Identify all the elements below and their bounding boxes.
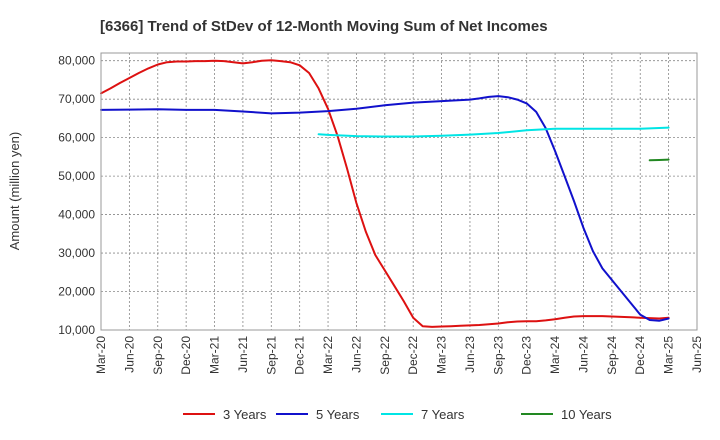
x-tick-label: Mar-20	[94, 336, 108, 374]
legend-item: 10 Years	[521, 407, 612, 422]
y-tick-label: 60,000	[58, 131, 95, 145]
x-tick-label: Dec-23	[520, 336, 534, 375]
x-tick-label: Sep-22	[378, 336, 392, 375]
y-tick-label: 40,000	[58, 208, 95, 222]
y-tick-label: 50,000	[58, 169, 95, 183]
legend: 3 Years 5 Years 7 Years 10 Years	[183, 407, 612, 422]
legend-label: 7 Years	[421, 407, 465, 422]
x-tick-label: Mar-23	[435, 336, 449, 374]
x-tick-label: Dec-24	[633, 336, 647, 375]
x-tick-label: Jun-25	[690, 336, 704, 373]
x-tick-labels: Mar-20 Jun-20 Sep-20 Dec-20 Mar-21 Jun-21 Sep-…	[94, 336, 704, 375]
series-line-10-years	[648, 158, 670, 162]
chart-title: [6366] Trend of StDev of 12-Month Moving…	[100, 18, 548, 35]
legend-label: 10 Years	[561, 407, 612, 422]
x-tick-label: Sep-24	[605, 336, 619, 375]
legend-label: 5 Years	[316, 407, 360, 422]
x-tick-label: Dec-20	[179, 336, 193, 375]
x-tick-label: Jun-23	[463, 336, 477, 373]
legend-item: 3 Years	[183, 407, 267, 422]
x-tick-label: Mar-25	[662, 336, 676, 374]
x-tick-label: Sep-23	[491, 336, 505, 375]
y-tick-label: 20,000	[58, 285, 95, 299]
y-tick-label: 30,000	[58, 246, 95, 260]
x-tick-label: Jun-22	[349, 336, 363, 373]
legend-label: 3 Years	[223, 407, 267, 422]
plot-frame	[100, 52, 698, 331]
x-tick-label: Sep-20	[151, 336, 165, 375]
x-tick-label: Mar-21	[208, 336, 222, 374]
x-tick-label: Sep-21	[264, 336, 278, 375]
y-tick-label: 70,000	[58, 92, 95, 106]
y-tick-labels: 10,000 20,000 30,000 40,000 50,000 60,000 70,0…	[58, 54, 95, 337]
grid-lines	[100, 53, 698, 331]
y-axis-label: Amount (million yen)	[7, 132, 22, 251]
x-tick-label: Jun-24	[576, 336, 590, 373]
x-tick-label: Jun-20	[122, 336, 136, 373]
series-line-5-years	[100, 95, 670, 322]
series-lines	[100, 59, 670, 328]
y-tick-label: 10,000	[58, 323, 95, 337]
series-line-3-years	[100, 59, 670, 328]
legend-item: 7 Years	[381, 407, 465, 422]
x-tick-label: Dec-22	[406, 336, 420, 375]
x-tick-label: Dec-21	[293, 336, 307, 375]
legend-item: 5 Years	[276, 407, 360, 422]
x-tick-label: Mar-22	[321, 336, 335, 374]
series-line-7-years	[317, 126, 670, 138]
x-tick-label: Jun-21	[236, 336, 250, 373]
y-tick-label: 80,000	[58, 54, 95, 68]
plot-area	[101, 53, 697, 330]
x-tick-label: Mar-24	[548, 336, 562, 374]
